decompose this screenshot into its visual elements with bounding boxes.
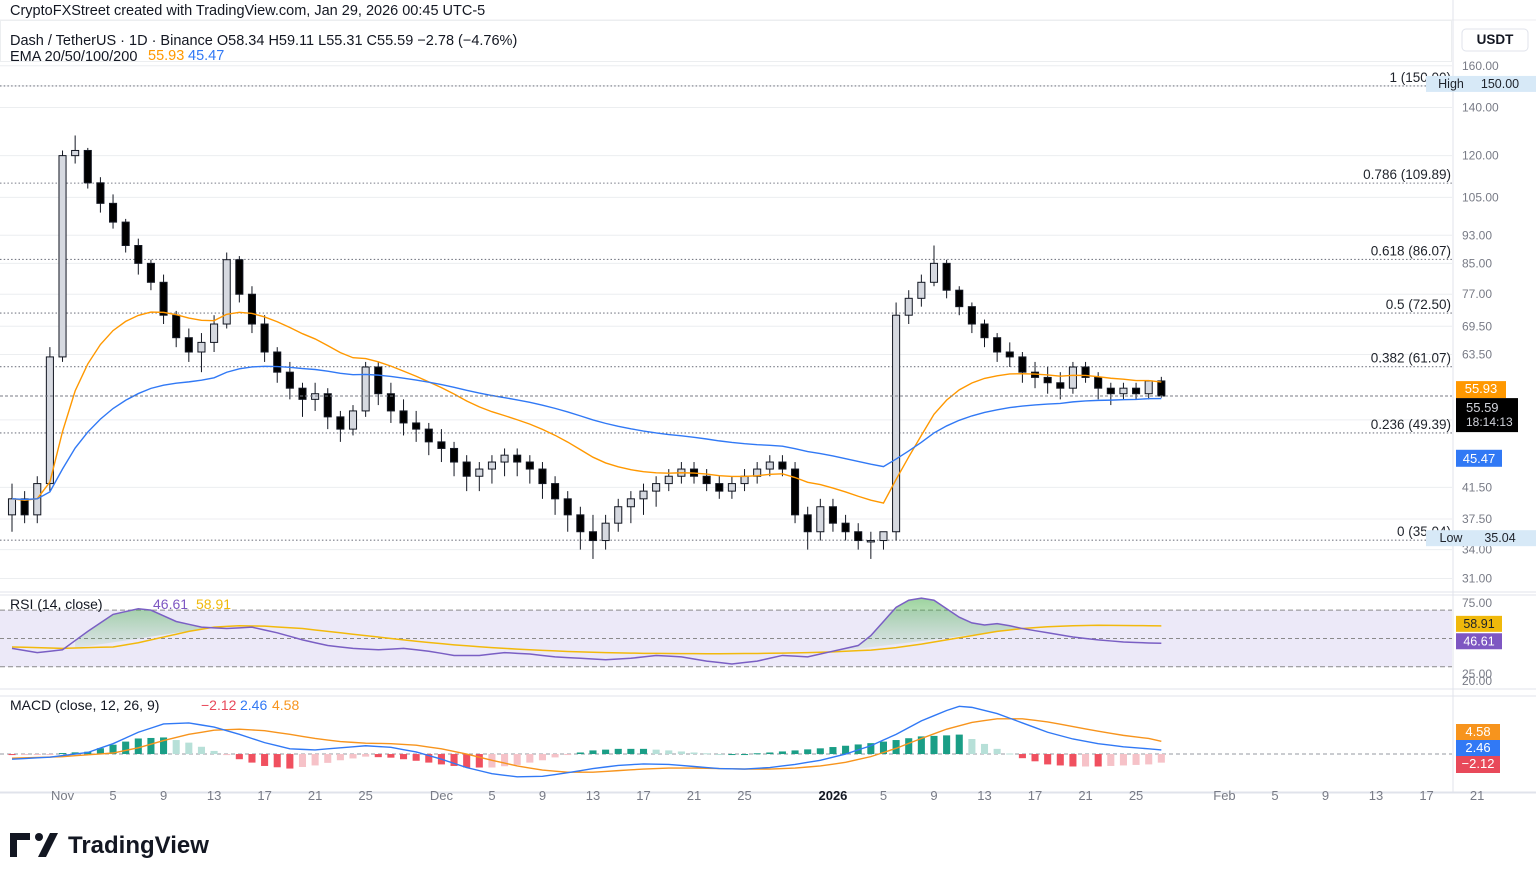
svg-text:37.50: 37.50 xyxy=(1462,512,1492,526)
svg-text:5: 5 xyxy=(488,788,495,803)
svg-text:13: 13 xyxy=(207,788,221,803)
svg-text:4.58: 4.58 xyxy=(1465,724,1490,739)
svg-text:RSI (14, close): RSI (14, close) xyxy=(10,596,103,612)
svg-text:5: 5 xyxy=(109,788,116,803)
svg-text:31.00: 31.00 xyxy=(1462,571,1492,585)
svg-text:13: 13 xyxy=(977,788,991,803)
svg-text:150.00: 150.00 xyxy=(1481,77,1519,91)
svg-text:Feb: Feb xyxy=(1213,788,1235,803)
svg-text:25: 25 xyxy=(1129,788,1143,803)
svg-text:−2.12: −2.12 xyxy=(201,697,237,713)
svg-text:45.47: 45.47 xyxy=(1463,451,1496,466)
svg-text:58.91: 58.91 xyxy=(1463,617,1494,631)
svg-text:USDT: USDT xyxy=(1477,32,1515,47)
svg-text:2.46: 2.46 xyxy=(240,697,267,713)
svg-text:140.00: 140.00 xyxy=(1462,100,1499,114)
svg-text:21: 21 xyxy=(687,788,701,803)
svg-text:45.47: 45.47 xyxy=(188,48,224,64)
svg-text:46.61: 46.61 xyxy=(153,596,188,612)
svg-text:13: 13 xyxy=(1369,788,1383,803)
svg-text:0.382 (61.07): 0.382 (61.07) xyxy=(1371,351,1451,366)
svg-text:21: 21 xyxy=(308,788,322,803)
svg-text:Low: Low xyxy=(1440,531,1464,545)
svg-text:25: 25 xyxy=(737,788,751,803)
svg-text:18:14:13: 18:14:13 xyxy=(1466,415,1513,429)
svg-text:93.00: 93.00 xyxy=(1462,228,1492,242)
svg-text:25: 25 xyxy=(358,788,372,803)
svg-text:5: 5 xyxy=(880,788,887,803)
svg-text:0.5 (72.50): 0.5 (72.50) xyxy=(1386,297,1451,312)
svg-text:Nov: Nov xyxy=(51,788,75,803)
svg-text:MACD (close, 12, 26, 9): MACD (close, 12, 26, 9) xyxy=(10,697,159,713)
svg-text:55.93: 55.93 xyxy=(1465,381,1498,396)
svg-text:Dash / TetherUS · 1D · Binance: Dash / TetherUS · 1D · Binance O58.34 H5… xyxy=(10,33,517,49)
svg-text:41.50: 41.50 xyxy=(1462,480,1492,494)
svg-text:5: 5 xyxy=(1271,788,1278,803)
svg-text:EMA 20/50/100/200: EMA 20/50/100/200 xyxy=(10,49,137,65)
svg-text:55.59: 55.59 xyxy=(1466,400,1499,415)
svg-text:21: 21 xyxy=(1078,788,1092,803)
svg-text:2026: 2026 xyxy=(818,788,847,803)
svg-text:46.61: 46.61 xyxy=(1463,634,1494,648)
svg-text:77.00: 77.00 xyxy=(1462,287,1492,301)
svg-text:0.786 (109.89): 0.786 (109.89) xyxy=(1363,167,1451,182)
svg-text:17: 17 xyxy=(1419,788,1433,803)
svg-text:55.93: 55.93 xyxy=(148,48,184,64)
svg-text:17: 17 xyxy=(1028,788,1042,803)
svg-text:105.00: 105.00 xyxy=(1462,190,1499,204)
svg-text:85.00: 85.00 xyxy=(1462,256,1492,270)
svg-text:35.04: 35.04 xyxy=(1484,531,1515,545)
svg-text:13: 13 xyxy=(586,788,600,803)
svg-text:21: 21 xyxy=(1470,788,1484,803)
svg-text:Dec: Dec xyxy=(430,788,454,803)
svg-text:160.00: 160.00 xyxy=(1462,59,1499,73)
svg-text:9: 9 xyxy=(1322,788,1329,803)
svg-text:High: High xyxy=(1438,77,1464,91)
svg-text:17: 17 xyxy=(636,788,650,803)
svg-text:69.50: 69.50 xyxy=(1462,319,1492,333)
svg-text:58.91: 58.91 xyxy=(196,596,231,612)
svg-text:2.46: 2.46 xyxy=(1465,740,1490,755)
svg-text:4.58: 4.58 xyxy=(272,697,299,713)
svg-text:17: 17 xyxy=(257,788,271,803)
svg-text:CryptoFXStreet created with Tr: CryptoFXStreet created with TradingView.… xyxy=(10,3,485,19)
svg-text:0.236 (49.39): 0.236 (49.39) xyxy=(1371,417,1451,432)
svg-text:20.00: 20.00 xyxy=(1462,674,1492,688)
svg-text:75.00: 75.00 xyxy=(1462,596,1492,610)
svg-text:9: 9 xyxy=(930,788,937,803)
svg-text:9: 9 xyxy=(160,788,167,803)
svg-text:63.50: 63.50 xyxy=(1462,347,1492,361)
svg-text:120.00: 120.00 xyxy=(1462,149,1499,163)
svg-text:−2.12: −2.12 xyxy=(1462,756,1495,771)
svg-text:0.618 (86.07): 0.618 (86.07) xyxy=(1371,243,1451,258)
svg-text:9: 9 xyxy=(539,788,546,803)
svg-text:TradingView: TradingView xyxy=(68,832,209,859)
